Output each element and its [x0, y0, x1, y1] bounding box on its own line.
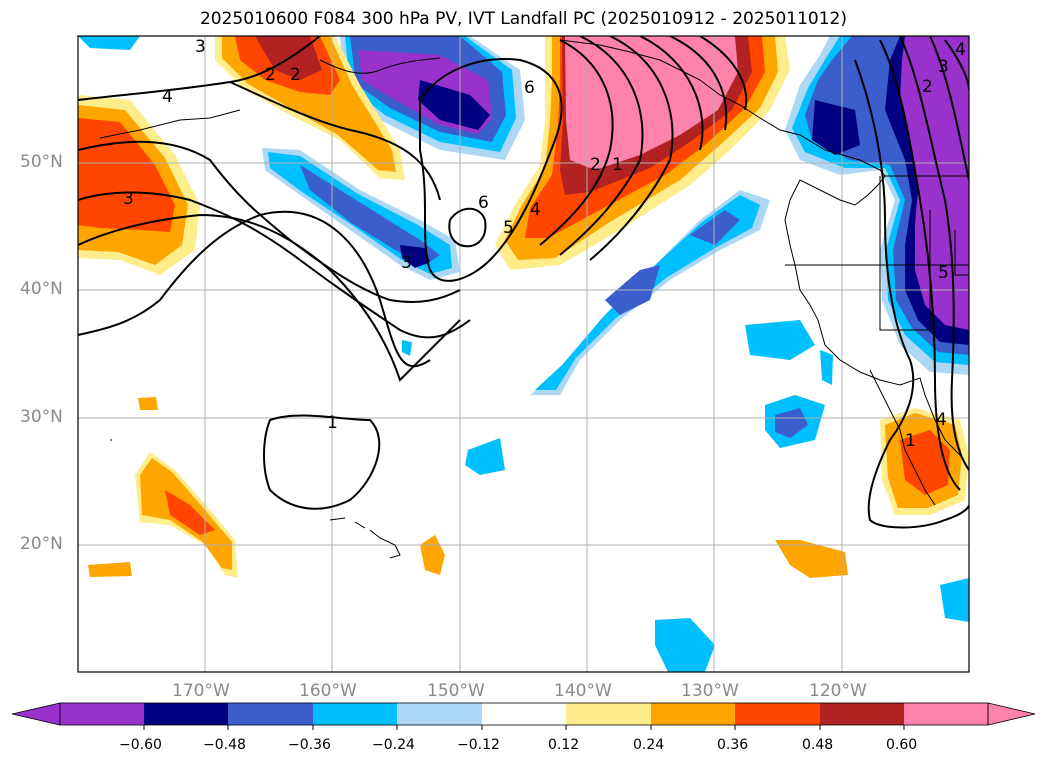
coastlines	[99, 39, 969, 559]
contour-label: 2	[922, 77, 933, 97]
contour-label: 6	[524, 78, 535, 98]
lat-tick-label: 50°N	[20, 152, 63, 172]
pv-contours	[78, 36, 969, 529]
lat-tick-label: 20°N	[20, 534, 63, 554]
lon-tick-label: 140°W	[554, 681, 612, 701]
contour-label: 4	[162, 87, 173, 107]
contour-label: 1	[612, 155, 623, 175]
contour-label: 2	[265, 65, 276, 85]
positive-blob	[138, 397, 158, 410]
lon-tick-label: 170°W	[172, 681, 230, 701]
positive-blob	[88, 562, 132, 577]
negative-blob	[402, 340, 412, 356]
colorbar-tick-label: 0.48	[802, 737, 834, 753]
lon-tick-label: 130°W	[681, 681, 739, 701]
colorbar-tick-label: 0.12	[548, 737, 580, 753]
contour-label: 4	[936, 410, 947, 430]
colorbar-tick-label: 0.24	[633, 737, 665, 753]
colorbar-extend-low	[11, 702, 61, 726]
negative-blob	[655, 618, 715, 672]
contour-labels: 4 3 2 6 6 5 4 2 1 3 1 1 2 3 4 2 3 4 5	[123, 37, 966, 451]
contour-label: 2	[290, 65, 301, 85]
colorbar-tick-label: 0.36	[717, 737, 749, 753]
colorbar-tick-label: −0.36	[288, 737, 331, 753]
lat-tick-label: 30°N	[20, 407, 63, 427]
lat-tick-label: 40°N	[20, 279, 63, 299]
colorbar	[11, 702, 1036, 730]
gridlines	[78, 36, 969, 672]
negative-anomaly-west-us	[785, 36, 969, 375]
contour-label: 1	[905, 431, 916, 451]
positive-anomaly-baja	[880, 408, 969, 515]
colorbar-tick-label: 0.60	[886, 737, 918, 753]
contour-label: 1	[327, 413, 338, 433]
negative-blob	[745, 320, 815, 360]
negative-blob	[940, 578, 969, 622]
lon-tick-label: 120°W	[809, 681, 867, 701]
contour-label: 3	[401, 253, 412, 273]
colorbar-tick-label: −0.60	[119, 737, 162, 753]
negative-blob	[820, 350, 833, 385]
contour-label: 3	[938, 57, 949, 77]
map-title: 2025010600 F084 300 hPa PV, IVT Landfall…	[199, 9, 847, 29]
lon-tick-label: 160°W	[299, 681, 357, 701]
contour-label: 6	[478, 193, 489, 213]
contour-label: 4	[530, 200, 541, 220]
negative-blob	[775, 408, 808, 438]
contour-label: 5	[938, 263, 949, 283]
positive-blob	[165, 490, 215, 535]
positive-blob	[420, 535, 445, 575]
negative-blob	[465, 438, 505, 475]
contour-label: 5	[503, 218, 514, 238]
contour-label: 2	[590, 155, 601, 175]
colorbar-tick-label: −0.24	[372, 737, 415, 753]
colorbar-extend-high	[987, 702, 1036, 726]
contour-label: 3	[195, 37, 206, 57]
positive-anomaly-west-edge	[78, 95, 200, 275]
colorbar-tick-label: −0.48	[203, 737, 246, 753]
contour-label: 3	[123, 189, 134, 209]
colorbar-tick-label: −0.12	[457, 737, 500, 753]
shading-layer	[78, 36, 969, 672]
map-frame	[77, 35, 970, 673]
negative-anomaly-band	[262, 148, 460, 280]
positive-blob	[775, 540, 848, 578]
lon-tick-label: 150°W	[427, 681, 485, 701]
contour-label: 4	[955, 40, 966, 60]
